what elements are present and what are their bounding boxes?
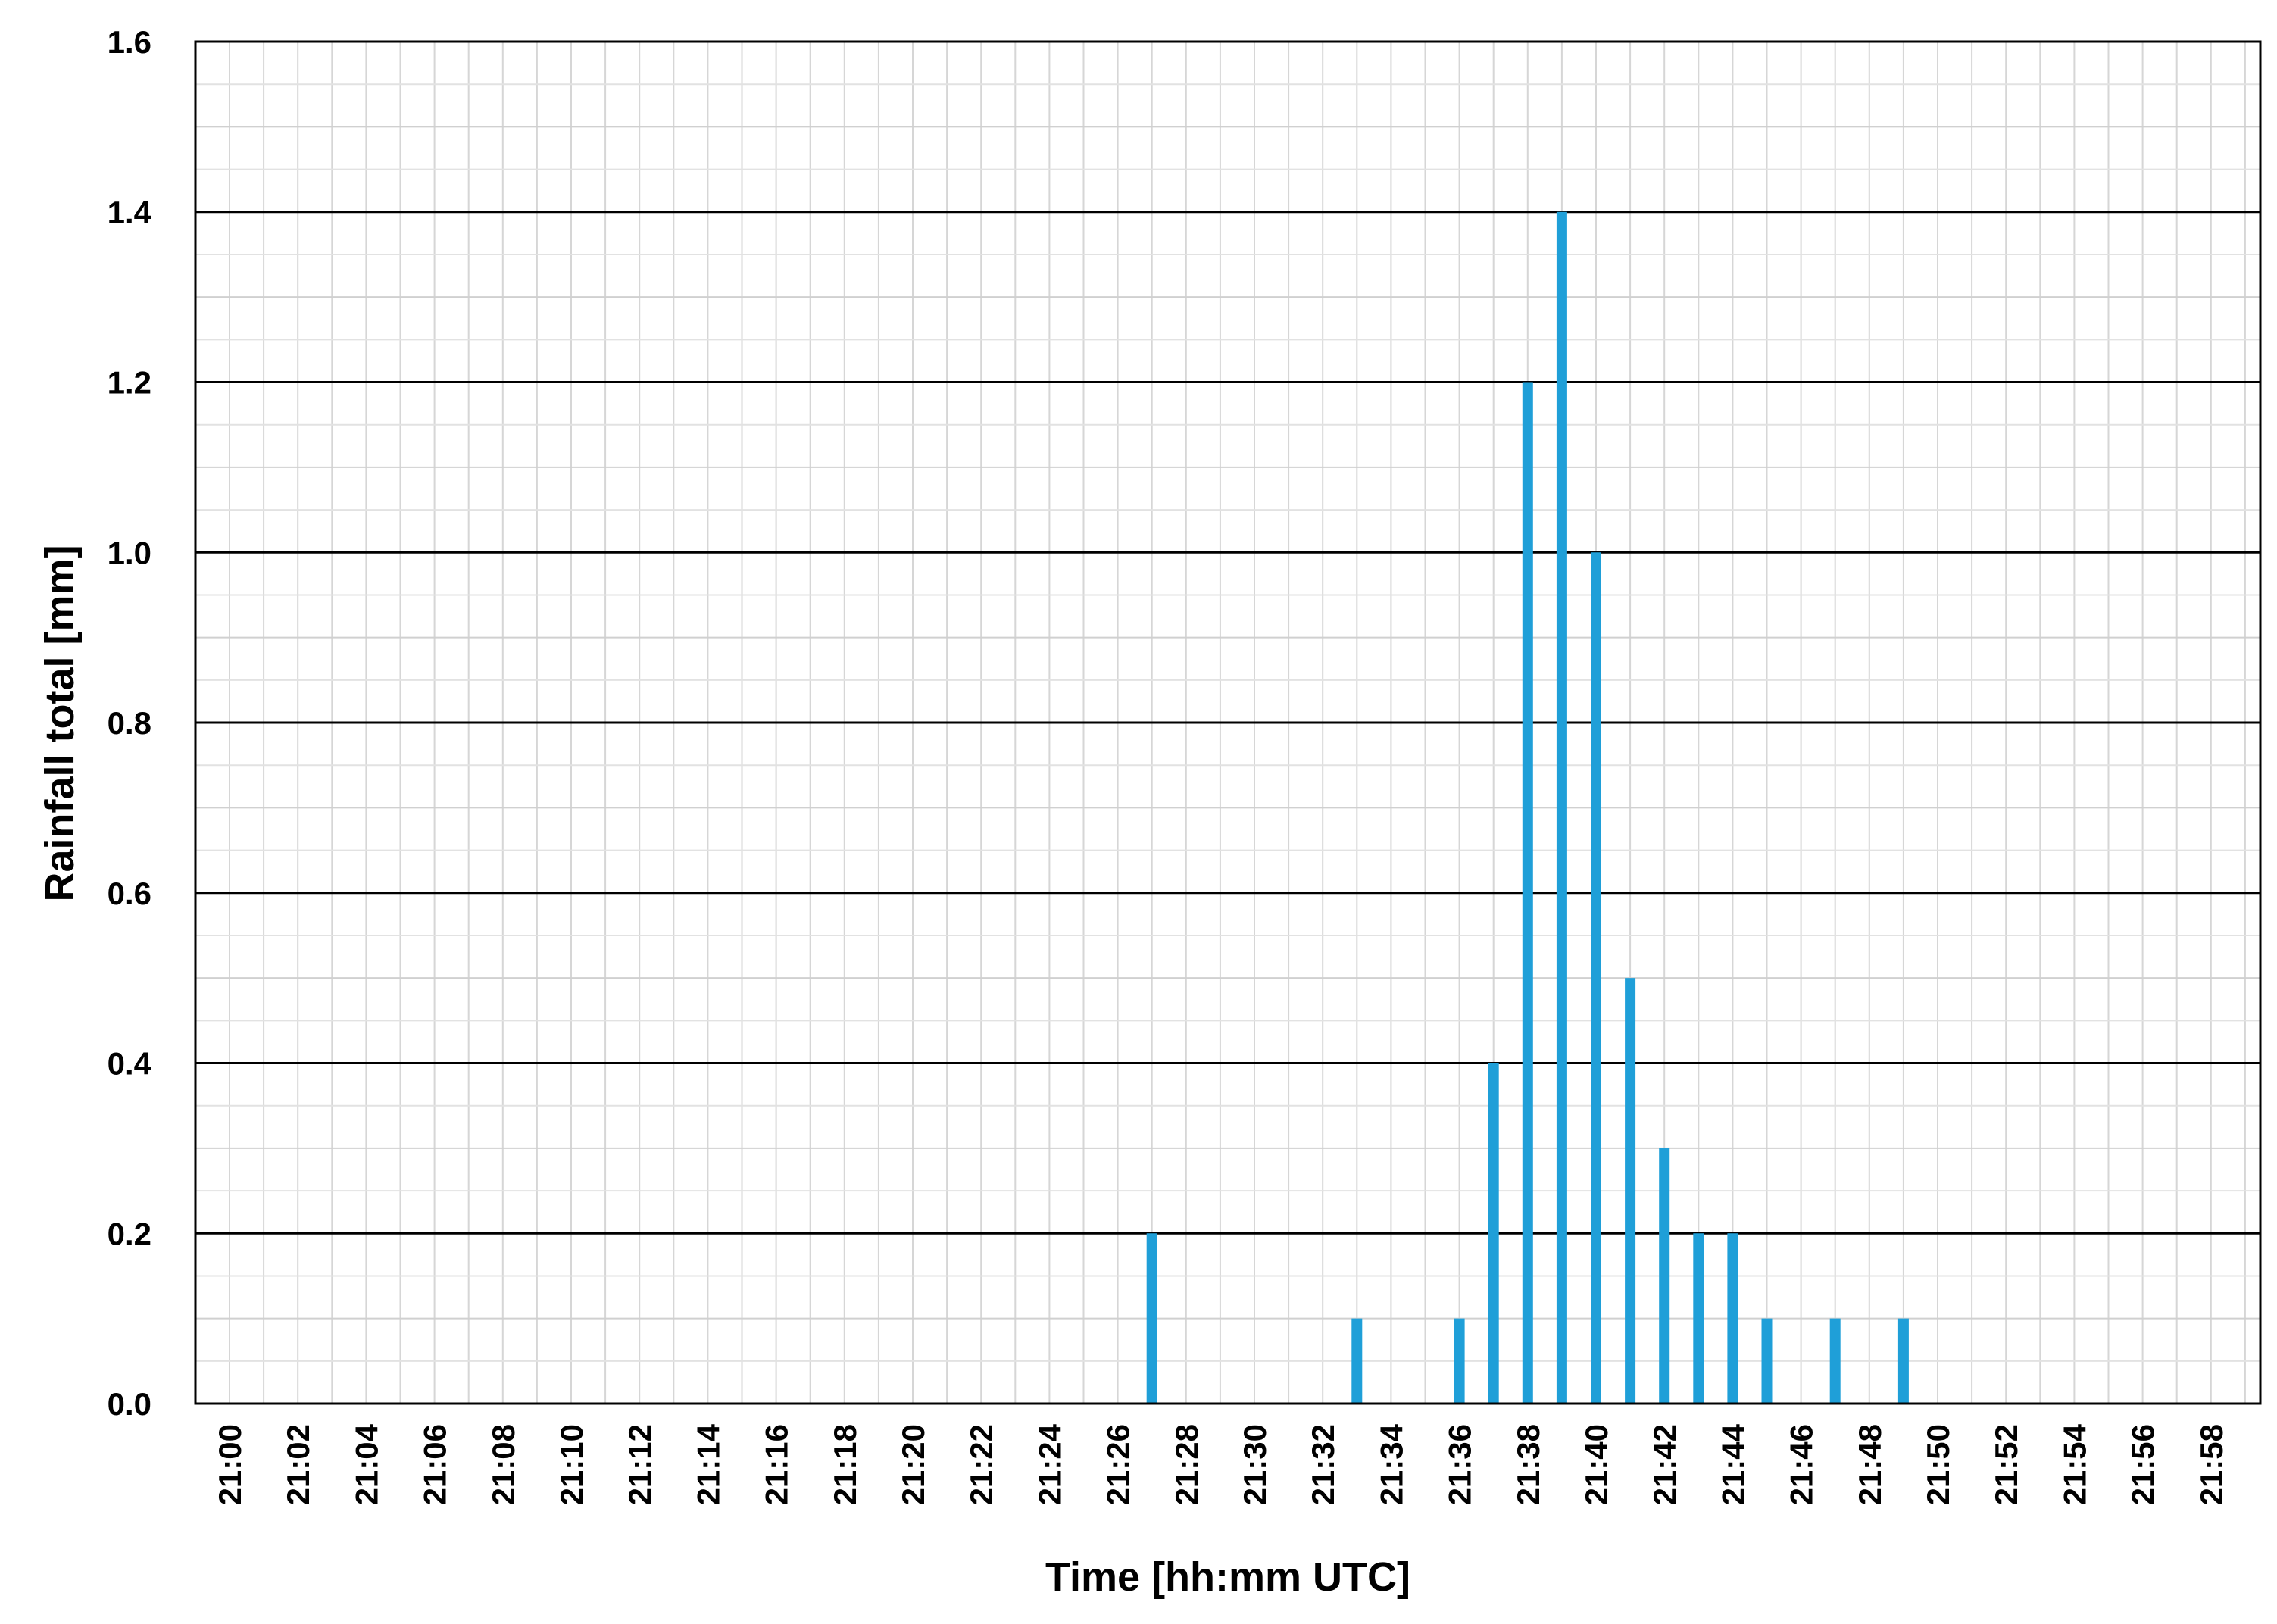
bar <box>1591 552 1601 1404</box>
y-tick-label: 0.6 <box>108 876 151 911</box>
bar <box>1898 1318 1909 1404</box>
x-tick-label: 21:50 <box>1920 1424 1956 1505</box>
x-tick-label: 21:18 <box>827 1424 863 1505</box>
bars <box>1146 211 1909 1404</box>
x-tick-label: 21:24 <box>1032 1423 1067 1505</box>
bar <box>1488 1063 1499 1404</box>
x-tick-label: 21:04 <box>348 1423 384 1505</box>
bar <box>1146 1233 1157 1404</box>
x-tick-label: 21:06 <box>417 1424 453 1505</box>
bar <box>1625 978 1636 1404</box>
y-tick-label: 1.4 <box>108 195 152 230</box>
x-tick-label: 21:14 <box>690 1423 726 1505</box>
x-tick-label: 21:30 <box>1237 1424 1273 1505</box>
bar <box>1659 1148 1670 1404</box>
x-tick-label: 21:16 <box>759 1424 795 1505</box>
x-tick-label: 21:08 <box>486 1424 521 1505</box>
y-tick-labels: 0.0 0.2 0.4 0.6 0.8 1.0 1.2 1.4 1.6 <box>108 24 152 1422</box>
x-tick-label: 21:54 <box>2057 1423 2092 1505</box>
x-tick-label: 21:52 <box>1988 1424 2024 1505</box>
y-tick-label: 0.0 <box>108 1386 151 1422</box>
y-tick-label: 1.2 <box>108 365 151 401</box>
x-tick-label: 21:56 <box>2126 1424 2161 1505</box>
bar <box>1761 1318 1773 1404</box>
x-tick-label: 21:34 <box>1373 1423 1409 1505</box>
x-tick-labels: 21:00 21:02 21:04 21:06 21:08 21:10 21:12 21:14… <box>212 1423 2229 1505</box>
x-tick-label: 21:02 <box>280 1424 316 1505</box>
bar <box>1522 382 1533 1404</box>
bar <box>1727 1233 1738 1404</box>
x-tick-label: 21:42 <box>1647 1424 1682 1505</box>
x-tick-label: 21:44 <box>1715 1423 1751 1505</box>
x-tick-label: 21:36 <box>1442 1424 1478 1505</box>
y-tick-label: 0.4 <box>108 1046 152 1082</box>
x-tick-label: 21:22 <box>964 1424 999 1505</box>
x-tick-label: 21:38 <box>1510 1424 1546 1505</box>
bar <box>1351 1318 1363 1404</box>
x-tick-label: 21:40 <box>1579 1424 1614 1505</box>
bar <box>1556 211 1567 1404</box>
x-tick-label: 21:00 <box>212 1424 248 1505</box>
x-tick-label: 21:48 <box>1852 1424 1888 1505</box>
y-tick-label: 0.2 <box>108 1216 151 1251</box>
y-tick-label: 0.8 <box>108 705 151 741</box>
bar <box>1454 1318 1465 1404</box>
y-axis-title: Rainfall total [mm] <box>37 545 83 901</box>
x-tick-label: 21:26 <box>1101 1424 1136 1505</box>
plot-frame <box>194 40 2262 1405</box>
y-tick-label: 1.0 <box>108 535 151 570</box>
x-tick-label: 21:12 <box>622 1424 657 1505</box>
x-axis-title: Time [hh:mm UTC] <box>1045 1554 1410 1600</box>
x-tick-label: 21:20 <box>895 1424 931 1505</box>
x-tick-label: 21:10 <box>554 1424 589 1505</box>
y-tick-label: 1.6 <box>108 24 151 60</box>
x-tick-label: 21:46 <box>1784 1424 1819 1505</box>
x-tick-label: 21:58 <box>2194 1424 2229 1505</box>
x-tick-label: 21:28 <box>1169 1424 1204 1505</box>
bar <box>1693 1233 1704 1404</box>
bar <box>1829 1318 1841 1404</box>
x-tick-label: 21:32 <box>1305 1424 1341 1505</box>
